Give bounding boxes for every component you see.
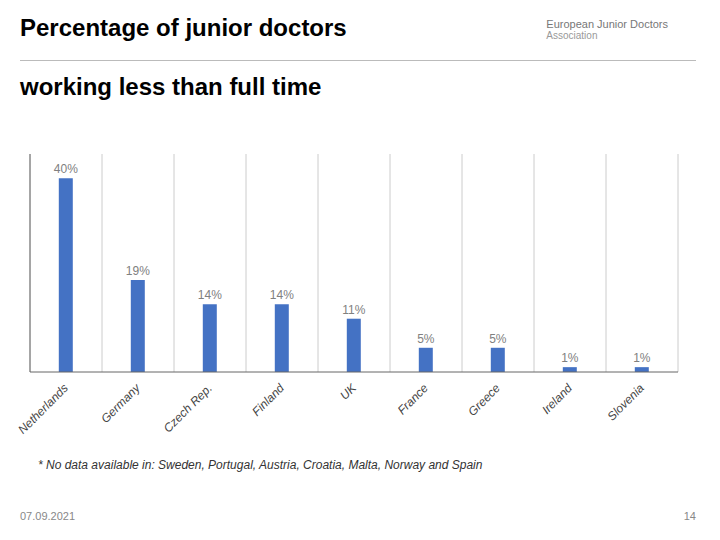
svg-text:Germany: Germany bbox=[98, 380, 144, 426]
svg-text:Netherlands: Netherlands bbox=[15, 381, 71, 437]
html-text:European Junior Doctors: European Junior Doctors bbox=[546, 18, 668, 30]
svg-text:UK: UK bbox=[337, 380, 359, 402]
svg-text:Greece: Greece bbox=[465, 381, 503, 419]
svg-text:France: France bbox=[395, 381, 432, 418]
html-text:Association: Association bbox=[546, 30, 598, 41]
html-text:Percentage of junior doctors: Percentage of junior doctors bbox=[20, 14, 347, 41]
html-text:* No data available in: Sweden: * No data available in: Sweden, Portugal… bbox=[38, 458, 483, 472]
svg-text:Czech Rep.: Czech Rep. bbox=[161, 381, 215, 435]
svg-text:Ireland: Ireland bbox=[539, 381, 575, 417]
svg-text:19%: 19% bbox=[126, 264, 150, 278]
html-text:07.09.2021: 07.09.2021 bbox=[20, 510, 76, 522]
html-text:working less than full time: working less than full time bbox=[20, 73, 322, 100]
svg-text:1%: 1% bbox=[561, 351, 579, 365]
html-text:14: 14 bbox=[683, 510, 696, 522]
svg-text:5%: 5% bbox=[489, 332, 507, 346]
svg-text:14%: 14% bbox=[270, 288, 294, 302]
svg-text:40%: 40% bbox=[54, 162, 78, 176]
svg-text:11%: 11% bbox=[342, 303, 365, 317]
svg-text:Finland: Finland bbox=[249, 381, 287, 419]
svg-text:1%: 1% bbox=[633, 351, 651, 365]
svg-text:Slovenia: Slovenia bbox=[605, 381, 648, 424]
svg-text:5%: 5% bbox=[417, 332, 435, 346]
svg-text:14%: 14% bbox=[198, 288, 222, 302]
